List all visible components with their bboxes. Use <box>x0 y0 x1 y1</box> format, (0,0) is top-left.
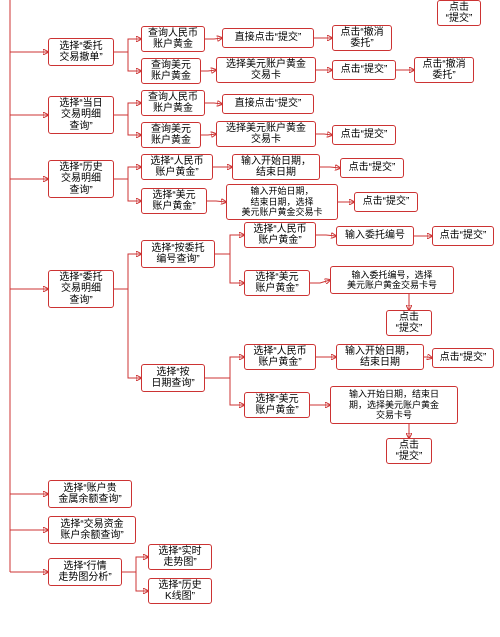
flow-node-d7: 点击“提交” <box>386 310 432 336</box>
flow-node-d8: 选择“按日期查询” <box>141 364 205 392</box>
flow-node-b1: 查询人民币账户黄金 <box>141 90 205 116</box>
flow-edge-17 <box>128 179 141 201</box>
flow-node-a2: 直接点击“提交” <box>222 28 314 48</box>
flow-edge-40 <box>122 557 148 572</box>
flow-node-d13: 输入开始日期，结束日期，选择美元账户黄金交易卡号 <box>330 386 458 424</box>
flow-node-a5: 选择美元账户黄金交易卡 <box>216 57 316 83</box>
flow-node-b5: 点击“提交” <box>332 125 396 145</box>
flow-node-d12: 选择“美元账户黄金” <box>244 392 310 418</box>
flow-edge-31 <box>205 357 244 378</box>
flowchart-stage: { "type": "flowchart", "canvas": {"width… <box>0 0 500 637</box>
flow-node-a7: 点击“撤消委托” <box>414 57 474 83</box>
flow-edge-14 <box>316 134 332 135</box>
flow-node-a1: 查询人民币账户黄金 <box>141 26 205 52</box>
flow-edge-6 <box>201 70 216 71</box>
flow-node-d2: 选择“人民币账户黄金” <box>244 222 316 248</box>
flow-node-d6: 输入委托编号，选择美元账户黄金交易卡号 <box>330 266 454 294</box>
flow-edge-24 <box>128 289 141 378</box>
flow-edge-41 <box>136 572 148 591</box>
flow-edge-16 <box>114 167 141 179</box>
flow-edge-3 <box>128 52 141 71</box>
flow-node-a6: 点击“提交” <box>332 60 396 80</box>
flow-edge-20 <box>207 201 226 202</box>
flow-node-c4: 选择“美元账户黄金” <box>141 188 207 214</box>
flow-edge-23 <box>114 254 141 289</box>
flow-node-d4: 点击“提交” <box>432 226 494 246</box>
flow-edge-12 <box>205 103 222 104</box>
flow-edge-10 <box>114 103 141 115</box>
flow-node-c6: 点击“提交” <box>354 192 418 212</box>
flow-node-d14: 点击“提交” <box>386 438 432 464</box>
flow-node-c0: 选择“历史交易明细查询” <box>48 160 114 198</box>
flow-node-b4: 选择美元账户黄金交易卡 <box>216 121 316 147</box>
flow-edge-26 <box>230 254 244 283</box>
flow-node-c5: 输入开始日期，结束日期，选择美元账户黄金交易卡 <box>226 184 338 220</box>
flow-edge-34 <box>424 357 432 358</box>
flow-node-c3: 点击“提交” <box>340 158 404 178</box>
flow-node-d0: 选择“委托交易明细查询” <box>48 270 114 308</box>
flow-node-g2: 选择“历史K线图” <box>148 578 212 604</box>
flow-node-a3: 点击“撤消委托” <box>332 25 392 51</box>
flow-edge-11 <box>128 115 141 135</box>
flow-edge-2 <box>114 39 141 52</box>
flow-node-c1: 选择“人民币账户黄金” <box>141 154 213 180</box>
flow-edge-32 <box>230 378 244 405</box>
flow-node-g0: 选择“行情走势图分析” <box>48 558 122 586</box>
flow-edge-25 <box>215 235 244 254</box>
flow-node-e0: 选择“账户贵金属余额查询” <box>48 480 132 508</box>
flow-node-b3: 查询美元账户黄金 <box>141 122 201 148</box>
flow-node-b2: 直接点击“提交” <box>222 94 314 114</box>
flow-edge-4 <box>205 38 222 39</box>
flow-node-a4: 查询美元账户黄金 <box>141 58 201 84</box>
flow-node-d10: 输入开始日期，结束日期 <box>336 344 424 370</box>
flow-node-b0: 选择“当日交易明细查询” <box>48 96 114 134</box>
flow-node-top0: 点击“提交” <box>437 0 481 26</box>
flow-node-a0: 选择“委托交易撤单” <box>48 38 114 66</box>
flow-node-d1: 选择“按委托编号查询” <box>141 240 215 268</box>
flow-node-d5: 选择“美元账户黄金” <box>244 270 310 296</box>
flow-node-c2: 输入开始日期，结束日期 <box>232 154 320 180</box>
flow-node-d9: 选择“人民币账户黄金” <box>244 344 316 370</box>
flow-edge-29 <box>310 280 330 283</box>
flow-edge-19 <box>320 167 340 168</box>
flow-edge-13 <box>201 134 216 135</box>
flow-edge-27 <box>316 235 336 236</box>
flow-node-d11: 点击“提交” <box>432 348 494 368</box>
flow-node-f0: 选择“交易资金账户余额查询” <box>48 516 136 544</box>
flow-node-d3: 输入委托编号 <box>336 226 414 246</box>
flow-node-g1: 选择“实时走势图” <box>148 544 212 570</box>
